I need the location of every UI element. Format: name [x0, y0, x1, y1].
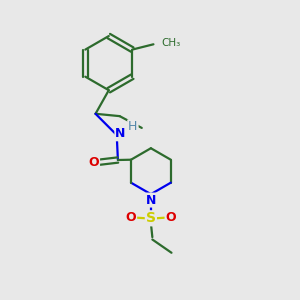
Text: O: O	[125, 211, 136, 224]
Text: O: O	[88, 156, 99, 169]
Text: N: N	[146, 194, 157, 207]
Text: N: N	[116, 127, 126, 140]
Text: H: H	[128, 120, 138, 133]
Text: CH₃: CH₃	[162, 38, 181, 48]
Text: S: S	[146, 211, 156, 225]
Text: O: O	[166, 211, 176, 224]
